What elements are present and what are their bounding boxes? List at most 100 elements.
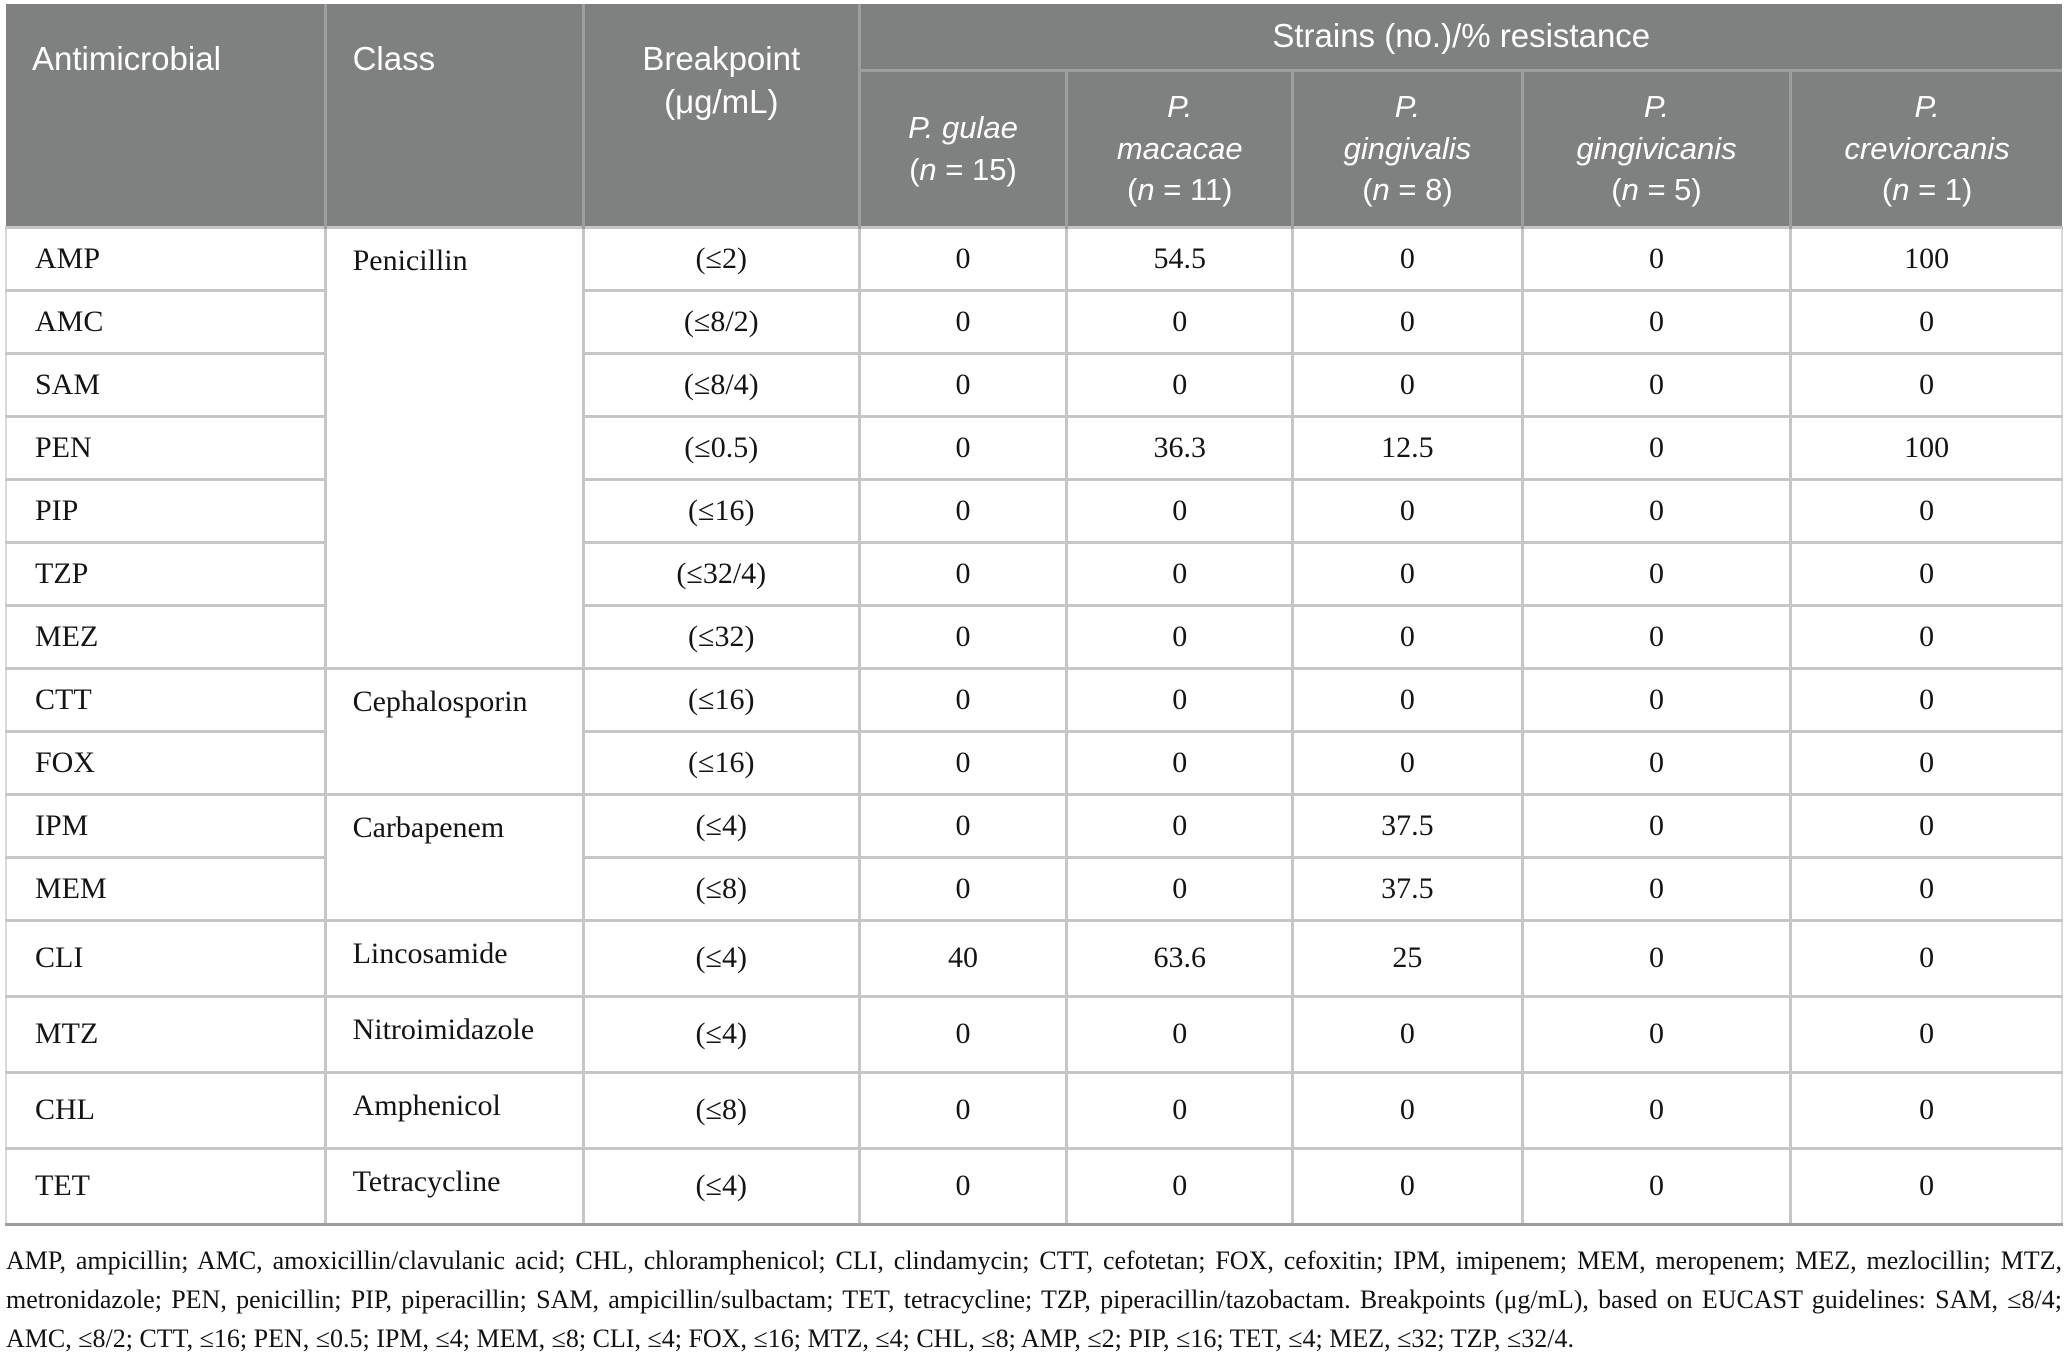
- cell-value: 25: [1291, 918, 1523, 996]
- cell-value: 0: [1291, 477, 1523, 542]
- species-name: P.: [1167, 88, 1193, 124]
- cell-value: 0: [1065, 1070, 1293, 1148]
- cell-value: 0: [857, 603, 1067, 668]
- cell-value: 0: [1065, 477, 1293, 542]
- cell-value: 0: [1789, 1070, 2064, 1148]
- table-row: MEZ (≤32) 0 0 0 0 0: [4, 603, 2064, 668]
- cell-value: 0: [1291, 225, 1523, 290]
- cell-antimicrobial: MEM: [4, 855, 326, 920]
- table-row: PIP (≤16) 0 0 0 0 0: [4, 477, 2064, 542]
- species-name: P.: [1914, 88, 1940, 124]
- cell-value: 40: [857, 918, 1067, 996]
- table-row: AMP Penicillin (≤2) 0 54.5 0 0 100: [4, 225, 2064, 668]
- species-name: gingivicanis: [1576, 130, 1737, 166]
- cell-value: 0: [857, 414, 1067, 479]
- header-species-gulae: P. gulae (n = 15): [857, 70, 1067, 227]
- cell-class: Cephalosporin: [323, 666, 584, 794]
- cell-value: 0: [857, 225, 1067, 290]
- cell-value: 0: [1520, 729, 1791, 794]
- cell-breakpoint: (≤8): [582, 855, 860, 920]
- cell-value: 0: [1520, 540, 1791, 605]
- table-row: MTZ Nitroimidazole (≤4) 0 0 0 0 0: [4, 994, 2064, 1072]
- cell-class: Penicillin: [323, 225, 584, 668]
- cell-breakpoint: (≤4): [582, 1146, 860, 1226]
- cell-value: 0: [857, 792, 1067, 857]
- cell-class: Amphenicol: [323, 1070, 584, 1148]
- cell-antimicrobial: AMC: [4, 288, 326, 353]
- cell-value: 0: [1520, 351, 1791, 416]
- header-breakpoint: Breakpoint (μg/mL): [582, 4, 860, 227]
- cell-value: 0: [1789, 666, 2064, 731]
- cell-breakpoint: (≤2): [582, 225, 860, 290]
- species-count: (n = 5): [1611, 172, 1702, 208]
- cell-antimicrobial: AMP: [4, 225, 326, 290]
- cell-value: 0: [1520, 994, 1791, 1072]
- species-count: (n = 8): [1362, 172, 1453, 208]
- cell-value: 0: [1291, 288, 1523, 353]
- species-name: creviorcanis: [1844, 130, 2010, 166]
- cell-value: 0: [1065, 792, 1293, 857]
- table-row: CTT Cephalosporin (≤16) 0 0 0 0 0: [4, 666, 2064, 794]
- cell-value: 37.5: [1291, 792, 1523, 857]
- table-row: SAM (≤8/4) 0 0 0 0 0: [4, 351, 2064, 416]
- species-name: P. gulae: [908, 109, 1018, 145]
- cell-antimicrobial: PEN: [4, 414, 326, 479]
- cell-value: 0: [1065, 351, 1293, 416]
- header-breakpoint-line2: (μg/mL): [664, 82, 779, 120]
- cell-value: 0: [1291, 540, 1523, 605]
- cell-value: 0: [857, 855, 1067, 920]
- cell-value: 0: [1291, 666, 1523, 731]
- cell-antimicrobial: MEZ: [4, 603, 326, 668]
- cell-value: 0: [1520, 225, 1791, 290]
- header-strains-group: Strains (no.)/% resistance: [857, 4, 2062, 72]
- cell-value: 0: [1291, 994, 1523, 1072]
- cell-value: 0: [1520, 603, 1791, 668]
- cell-value: 12.5: [1291, 414, 1523, 479]
- species-count: (n = 15): [909, 151, 1017, 187]
- cell-value: 0: [857, 351, 1067, 416]
- cell-value: 0: [1065, 540, 1293, 605]
- cell-value: 0: [857, 288, 1067, 353]
- cell-value: 0: [1065, 1146, 1293, 1226]
- table-row: IPM Carbapenem (≤4) 0 0 37.5 0 0: [4, 792, 2064, 920]
- cell-breakpoint: (≤16): [582, 729, 860, 794]
- cell-value: 0: [857, 1146, 1067, 1226]
- cell-value: 0: [1789, 994, 2064, 1072]
- cell-value: 0: [857, 540, 1067, 605]
- table-row: MEM (≤8) 0 0 37.5 0 0: [4, 855, 2064, 920]
- cell-class: Tetracycline: [323, 1146, 584, 1226]
- table-row: CHL Amphenicol (≤8) 0 0 0 0 0: [4, 1070, 2064, 1148]
- cell-value: 0: [1789, 729, 2064, 794]
- cell-value: 0: [857, 994, 1067, 1072]
- cell-breakpoint: (≤4): [582, 792, 860, 857]
- cell-breakpoint: (≤8/2): [582, 288, 860, 353]
- cell-value: 0: [1789, 1146, 2064, 1226]
- cell-value: 0: [857, 477, 1067, 542]
- cell-antimicrobial: TZP: [4, 540, 326, 605]
- cell-value: 0: [1789, 477, 2064, 542]
- cell-antimicrobial: CTT: [4, 666, 326, 731]
- cell-breakpoint: (≤4): [582, 994, 860, 1072]
- cell-value: 0: [1065, 603, 1293, 668]
- cell-value: 36.3: [1065, 414, 1293, 479]
- header-species-macacae: P. macacae (n = 11): [1065, 70, 1293, 227]
- species-count: (n = 11): [1127, 172, 1233, 208]
- cell-value: 0: [1520, 666, 1791, 731]
- header-antimicrobial: Antimicrobial: [6, 4, 326, 227]
- cell-breakpoint: (≤16): [582, 477, 860, 542]
- cell-value: 0: [1291, 351, 1523, 416]
- cell-antimicrobial: SAM: [4, 351, 326, 416]
- cell-value: 37.5: [1291, 855, 1523, 920]
- species-name: gingivalis: [1343, 130, 1472, 166]
- table-row: TET Tetracycline (≤4) 0 0 0 0 0: [4, 1146, 2064, 1226]
- cell-value: 0: [1065, 994, 1293, 1072]
- cell-antimicrobial: IPM: [4, 792, 326, 857]
- cell-value: 0: [1291, 1070, 1523, 1148]
- cell-value: 0: [1789, 351, 2064, 416]
- cell-value: 0: [1789, 540, 2064, 605]
- cell-breakpoint: (≤8/4): [582, 351, 860, 416]
- cell-breakpoint: (≤0.5): [582, 414, 860, 479]
- cell-value: 63.6: [1065, 918, 1293, 996]
- species-name: macacae: [1116, 130, 1243, 166]
- cell-value: 0: [857, 729, 1067, 794]
